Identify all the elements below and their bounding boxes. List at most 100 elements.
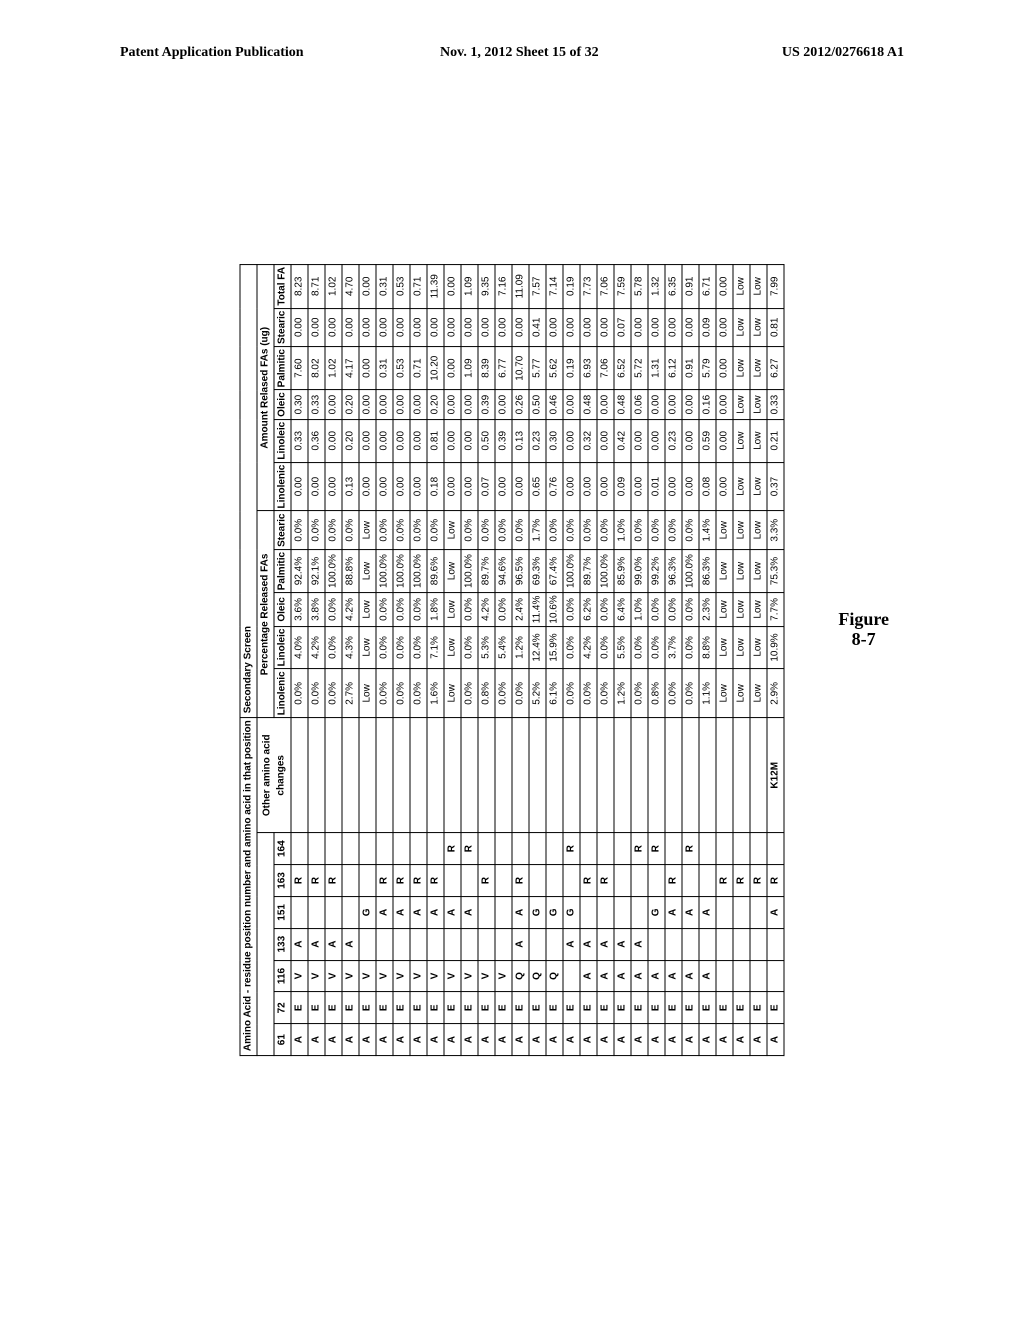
- pos-cell: A: [308, 928, 325, 960]
- data-cell: 0.65: [529, 462, 546, 511]
- table-row: AERLowLowLowLowLowLowLowLowLowLowLow: [733, 264, 750, 1055]
- pos-cell: A: [750, 1024, 767, 1056]
- data-cell: 0.09: [614, 462, 631, 511]
- data-cell: 0.00: [597, 419, 614, 462]
- pos-cell: R: [427, 865, 444, 897]
- pos-cell: R: [597, 865, 614, 897]
- pos-cell: E: [665, 992, 682, 1024]
- data-cell: 1.32: [648, 264, 665, 308]
- pos-cell: [393, 928, 410, 960]
- other-cell: [699, 718, 716, 833]
- data-cell: 0.00: [308, 462, 325, 511]
- data-cell: 0.00: [461, 308, 478, 346]
- data-cell: 0.33: [308, 390, 325, 419]
- data-cell: 85.9%: [614, 549, 631, 592]
- data-cell: 0.19: [563, 264, 580, 308]
- pos-cell: E: [648, 992, 665, 1024]
- data-cell: 1.09: [461, 346, 478, 389]
- data-cell: 0.39: [495, 419, 512, 462]
- pos-cell: R: [308, 865, 325, 897]
- data-cell: Low: [716, 593, 733, 626]
- data-cell: 0.39: [478, 390, 495, 419]
- data-cell: 5.4%: [495, 626, 512, 669]
- data-cell: Low: [750, 549, 767, 592]
- pos-cell: [614, 865, 631, 897]
- pos-cell: [495, 896, 512, 928]
- data-cell: 0.00: [376, 308, 393, 346]
- pos-cell: A: [461, 1024, 478, 1056]
- data-cell: 0.0%: [325, 626, 342, 669]
- pos-cell: [495, 833, 512, 865]
- data-cell: 0.20: [342, 390, 359, 419]
- data-cell: 1.0%: [631, 593, 648, 626]
- data-cell: 0.16: [699, 390, 716, 419]
- data-cell: 1.1%: [699, 669, 716, 718]
- data-col-9: Stearic: [274, 308, 291, 346]
- data-cell: 0.00: [325, 462, 342, 511]
- data-cell: 0.41: [529, 308, 546, 346]
- pos-cell: A: [665, 960, 682, 992]
- pos-cell: E: [614, 992, 631, 1024]
- pos-cell: A: [291, 1024, 308, 1056]
- data-cell: 0.00: [597, 390, 614, 419]
- pos-cell: [733, 833, 750, 865]
- data-cell: Low: [359, 626, 376, 669]
- data-cell: 5.77: [529, 346, 546, 389]
- data-cell: 4.2%: [478, 593, 495, 626]
- data-cell: 0.00: [495, 390, 512, 419]
- pos-cell: [597, 833, 614, 865]
- pos-cell: Q: [546, 960, 563, 992]
- pos-cell: R: [631, 833, 648, 865]
- data-cell: 0.00: [444, 419, 461, 462]
- pos-cell: A: [291, 928, 308, 960]
- data-cell: 0.00: [291, 308, 308, 346]
- data-cell: 0.00: [376, 419, 393, 462]
- data-cell: 12.4%: [529, 626, 546, 669]
- data-cell: 0.0%: [291, 669, 308, 718]
- pos-cell: G: [648, 896, 665, 928]
- data-cell: 3.3%: [767, 511, 784, 549]
- data-cell: 0.00: [512, 462, 529, 511]
- pos-cell: E: [359, 992, 376, 1024]
- pos-cell: R: [648, 833, 665, 865]
- other-cell: [733, 718, 750, 833]
- data-cell: 0.26: [512, 390, 529, 419]
- data-cell: 0.0%: [580, 669, 597, 718]
- table-row: AEVAR0.0%0.0%0.0%100.0%0.0%0.000.000.001…: [325, 264, 342, 1055]
- pos-cell: [648, 928, 665, 960]
- data-cell: 0.00: [682, 390, 699, 419]
- data-cell: 67.4%: [546, 549, 563, 592]
- pos-cell: [580, 896, 597, 928]
- data-cell: 0.33: [291, 419, 308, 462]
- pos-cell: [631, 896, 648, 928]
- other-cell: [444, 718, 461, 833]
- pos-col-133: 133: [274, 928, 291, 960]
- table-row: AEVAR0.0%4.2%3.8%92.1%0.0%0.000.360.338.…: [308, 264, 325, 1055]
- pos-cell: V: [427, 960, 444, 992]
- data-cell: 7.06: [597, 346, 614, 389]
- data-cell: 0.00: [716, 462, 733, 511]
- pos-cell: R: [733, 865, 750, 897]
- data-cell: 88.8%: [342, 549, 359, 592]
- pos-cell: A: [444, 896, 461, 928]
- data-cell: 0.0%: [325, 669, 342, 718]
- data-cell: 0.09: [699, 308, 716, 346]
- data-cell: 0.07: [614, 308, 631, 346]
- data-cell: 69.3%: [529, 549, 546, 592]
- group-pct: Percentage Released FAs: [257, 511, 274, 718]
- data-cell: 0.31: [376, 346, 393, 389]
- pos-cell: E: [427, 992, 444, 1024]
- data-cell: 0.00: [410, 390, 427, 419]
- pos-cell: V: [461, 960, 478, 992]
- data-cell: 100.0%: [461, 549, 478, 592]
- data-cell: Low: [750, 669, 767, 718]
- other-cell: [665, 718, 682, 833]
- pos-cell: [563, 865, 580, 897]
- table-row: AEVAR0.0%0.0%0.0%100.0%0.0%0.000.000.001…: [461, 264, 478, 1055]
- data-cell: 0.00: [563, 419, 580, 462]
- data-col-4: Stearic: [274, 511, 291, 549]
- data-cell: 10.20: [427, 346, 444, 389]
- data-cell: 0.00: [597, 462, 614, 511]
- pos-cell: E: [580, 992, 597, 1024]
- pos-cell: [495, 865, 512, 897]
